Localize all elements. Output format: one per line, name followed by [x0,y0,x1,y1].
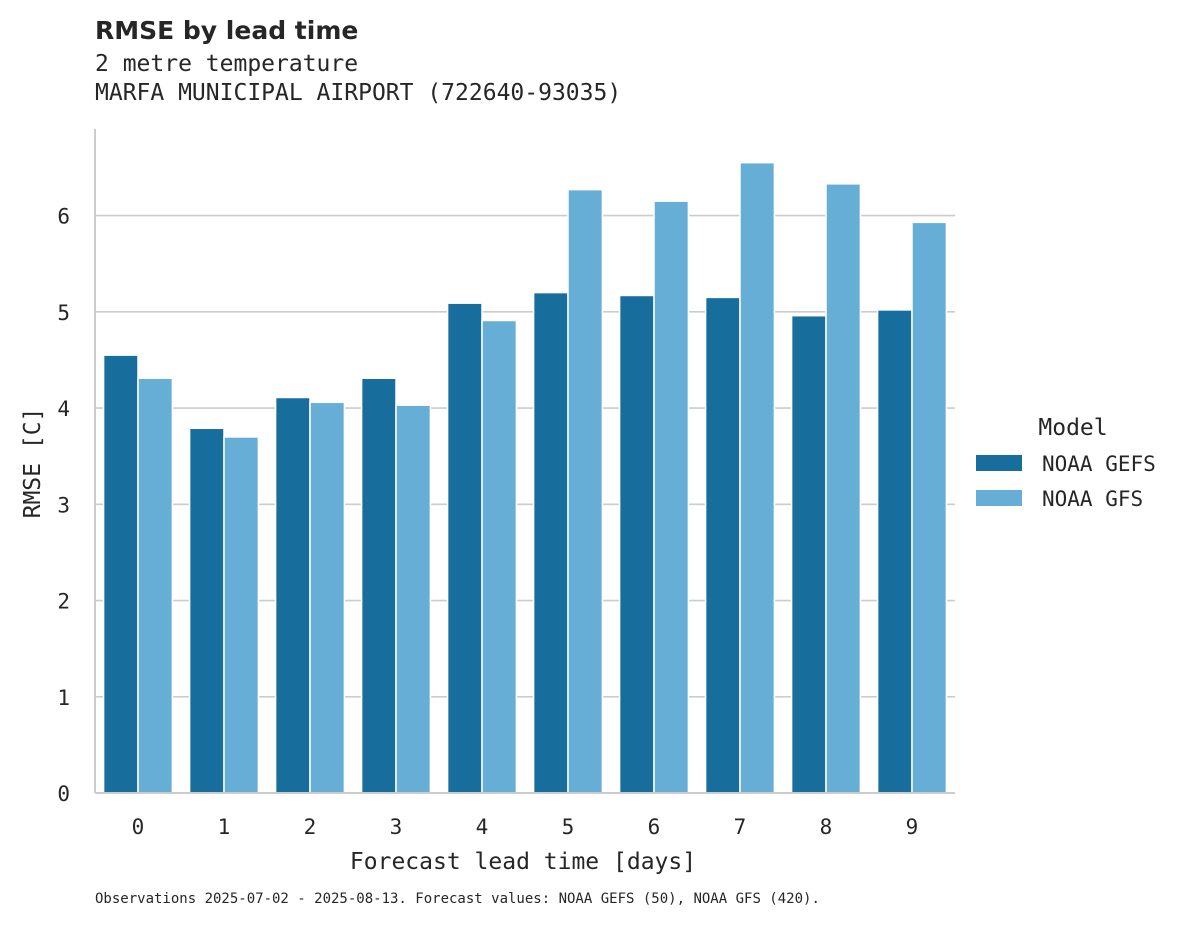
bar [223,436,260,794]
bar [653,200,690,794]
chart-title: RMSE by lead time [95,16,359,45]
axes [94,129,955,794]
x-tick-label: 2 [304,815,317,839]
legend: Model NOAA GEFS NOAA GFS [976,415,1156,511]
legend-label: NOAA GFS [1042,487,1143,511]
y-tick-label: 5 [57,301,70,325]
bar [567,188,604,794]
bar [876,309,913,794]
bar [137,377,174,794]
bar [825,183,862,794]
bar [618,294,655,794]
bar [704,296,741,794]
legend-swatch [976,455,1022,471]
y-tick-label: 0 [57,782,70,806]
legend-label: NOAA GEFS [1042,452,1156,476]
legend-swatch [976,490,1022,506]
chart-subtitle-variable: 2 metre temperature [95,51,359,77]
bar [274,396,311,794]
y-tick-label: 1 [57,686,70,710]
y-axis-label: RMSE [C] [20,408,46,519]
bar [446,302,483,794]
chart-subtitle-station: MARFA MUNICIPAL AIRPORT (722640-93035) [95,80,622,106]
x-tick-label: 5 [562,815,575,839]
x-axis-label: Forecast lead time [days] [350,849,696,875]
y-tick-labels: 0 1 2 3 4 5 6 [57,205,70,806]
y-tick-label: 6 [57,205,70,229]
bar [790,314,827,794]
bar [911,221,948,794]
bars [102,161,948,794]
bar [532,291,569,794]
x-tick-label: 4 [476,815,489,839]
bar [395,404,432,794]
footnote: Observations 2025-07-02 - 2025-08-13. Fo… [95,891,820,907]
bar [309,401,346,794]
bar [102,354,139,794]
x-tick-label: 0 [132,815,145,839]
legend-title: Model [1038,415,1107,441]
bar [188,427,225,794]
y-tick-label: 3 [57,493,70,517]
x-tick-label: 6 [648,815,661,839]
x-tick-label: 8 [820,815,833,839]
x-tick-labels: 0 1 2 3 4 5 6 7 8 9 [132,815,919,839]
x-tick-label: 7 [734,815,747,839]
bar [481,319,518,794]
y-tick-label: 2 [57,590,70,614]
bar [360,377,397,794]
x-tick-label: 3 [390,815,403,839]
x-tick-label: 1 [218,815,231,839]
bar [739,161,776,794]
x-tick-label: 9 [906,815,919,839]
y-tick-label: 4 [57,397,70,421]
